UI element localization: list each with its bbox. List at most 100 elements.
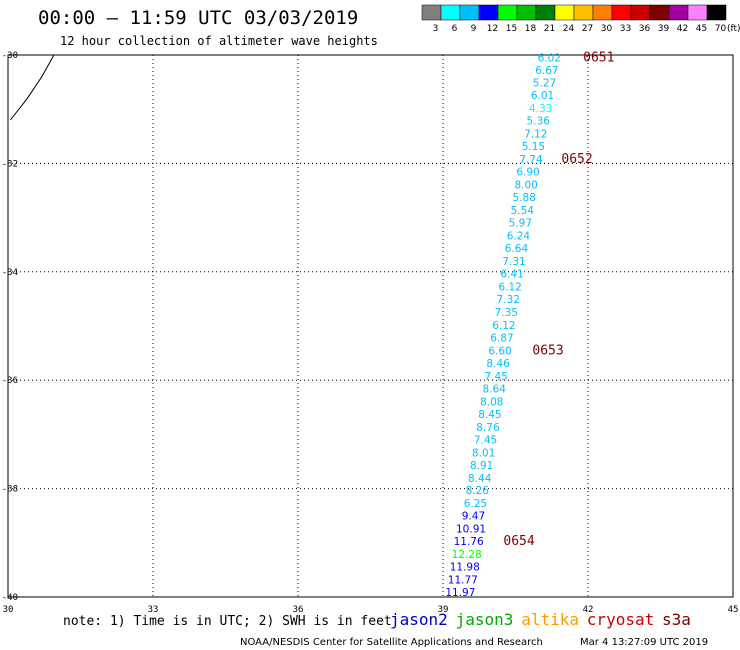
wave-height-point: 8.64 — [483, 383, 507, 395]
satellite-label-jason2: jason2 — [390, 610, 448, 629]
x-tick-label: 42 — [583, 605, 594, 615]
wave-height-point: 5.97 — [509, 217, 532, 229]
wave-height-point: 6.24 — [507, 230, 531, 242]
footer-credit: NOAA/NESDIS Center for Satellite Applica… — [240, 637, 543, 648]
wave-height-point: 6.64 — [505, 243, 529, 255]
wave-height-point: 8.76 — [476, 422, 500, 434]
x-tick-label: 33 — [148, 605, 159, 615]
wave-height-point: 8.00 — [514, 180, 537, 192]
wave-height-point: 7.35 — [495, 307, 518, 319]
axis-tick-labels: 30 33 36 39 42 45 -30 -32 -34 -36 -38 -40 — [2, 51, 739, 615]
color-scale-unit: (ft) — [727, 24, 740, 34]
pass-time-label: 0652 — [561, 152, 592, 167]
color-swatch — [668, 4, 689, 21]
color-swatch — [440, 4, 461, 21]
color-swatch — [478, 4, 499, 21]
coastline-path — [10, 54, 55, 121]
wave-height-point: 8.91 — [470, 460, 493, 472]
y-tick-label: -32 — [2, 159, 18, 169]
wave-height-point: 8.46 — [486, 358, 510, 370]
wave-height-point: 5.88 — [513, 192, 536, 204]
x-tick-label: 39 — [438, 605, 449, 615]
plot-border — [7, 54, 734, 598]
wave-height-point: 8.26 — [466, 485, 490, 497]
wave-height-point: 10.91 — [456, 524, 486, 536]
wave-height-point: 6.87 — [490, 332, 513, 344]
wave-height-point: 5.15 — [522, 141, 545, 153]
wave-height-point: 6.60 — [488, 345, 511, 357]
color-scale-label: 42 — [677, 24, 688, 34]
grid-lines — [8, 55, 733, 597]
x-tick-label: 30 — [3, 605, 14, 615]
wave-height-point: 7.32 — [497, 294, 520, 306]
wave-height-point: 5.36 — [527, 116, 551, 128]
color-swatch — [421, 4, 442, 21]
y-tick-label: -40 — [2, 593, 18, 603]
wave-height-point: 8.45 — [478, 409, 501, 421]
color-scale-label: 39 — [658, 24, 670, 34]
color-scale-label: 21 — [544, 24, 555, 34]
color-swatch — [630, 4, 651, 21]
wave-height-point: 7.45 — [484, 371, 507, 383]
footer-timestamp: Mar 4 13:27:09 UTC 2019 — [580, 637, 708, 648]
wave-height-point: 11.77 — [448, 575, 478, 587]
wave-height-point: 7.31 — [502, 256, 525, 268]
color-scale-label: 70 — [715, 24, 727, 34]
wave-height-point: 5.27 — [533, 78, 556, 90]
wave-height-point: 7.45 — [474, 434, 497, 446]
y-tick-label: -38 — [2, 485, 18, 495]
color-swatch — [592, 4, 613, 21]
color-scale-label: 30 — [601, 24, 613, 34]
color-scale-label: 24 — [563, 24, 575, 34]
wave-height-point: 12.28 — [452, 549, 482, 561]
pass-labels: 0651 0652 0653 0654 — [503, 51, 614, 549]
color-scale-label: 15 — [506, 24, 517, 34]
wave-height-point: 11.76 — [454, 536, 484, 548]
wave-height-point: 8.08 — [480, 396, 503, 408]
color-swatch — [573, 4, 594, 21]
wave-height-point: 7.12 — [524, 129, 547, 141]
wave-height-point: 6.12 — [498, 281, 521, 293]
wave-height-point: 11.97 — [445, 587, 475, 599]
wave-height-point: 6.41 — [500, 268, 523, 280]
plot-area — [7, 54, 734, 598]
color-scale-label: 33 — [620, 24, 631, 34]
y-tick-label: -30 — [2, 51, 18, 61]
color-swatch — [554, 4, 575, 21]
y-tick-label: -36 — [2, 376, 18, 386]
pass-time-label: 0654 — [503, 534, 534, 549]
wave-height-point: 6.02 — [538, 53, 561, 65]
color-scale-label: 9 — [471, 24, 477, 34]
wave-height-point: 8.01 — [472, 447, 495, 459]
wave-height-point: 6.67 — [535, 65, 558, 77]
satellite-legend: jason2 jason3 altika cryosat s3a — [390, 610, 691, 629]
wave-height-point: 6.90 — [516, 167, 539, 179]
satellite-label-jason3: jason3 — [456, 610, 514, 629]
color-swatch — [706, 4, 727, 21]
satellite-label-altika: altika — [521, 610, 579, 629]
color-scale-label: 12 — [487, 24, 498, 34]
wave-height-point: 11.98 — [450, 562, 480, 574]
footer-note: note: 1) Time is in UTC; 2) SWH is in fe… — [63, 614, 392, 629]
color-scale-label: 45 — [696, 24, 707, 34]
x-tick-label: 36 — [293, 605, 304, 615]
color-swatch — [687, 4, 708, 21]
color-swatch — [516, 4, 537, 21]
color-swatch — [649, 4, 670, 21]
color-swatch — [497, 4, 518, 21]
wave-height-values: 6.026.675.276.014.335.367.125.157.746.90… — [445, 53, 561, 599]
color-scale-legend: 3 6 9 12 15 18 21 24 27 30 33 36 39 42 45 70 (ft) — [421, 4, 740, 34]
coastline — [10, 54, 55, 121]
satellite-label-cryosat: cryosat — [587, 610, 654, 629]
chart-title: 00:00 – 11:59 UTC 03/03/2019 — [38, 7, 358, 29]
wave-height-point: 8.44 — [468, 473, 492, 485]
wave-height-point: 6.01 — [531, 90, 554, 102]
color-scale-label: 36 — [639, 24, 651, 34]
chart-subtitle: 12 hour collection of altimeter wave hei… — [60, 34, 378, 48]
wave-height-point: 9.47 — [462, 511, 485, 523]
wave-height-point: 4.33 — [529, 103, 552, 115]
color-swatch — [459, 4, 480, 21]
pass-time-label: 0651 — [583, 51, 614, 66]
color-scale-label: 27 — [582, 24, 593, 34]
